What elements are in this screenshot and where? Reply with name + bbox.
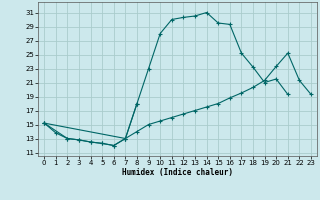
X-axis label: Humidex (Indice chaleur): Humidex (Indice chaleur) — [122, 168, 233, 177]
